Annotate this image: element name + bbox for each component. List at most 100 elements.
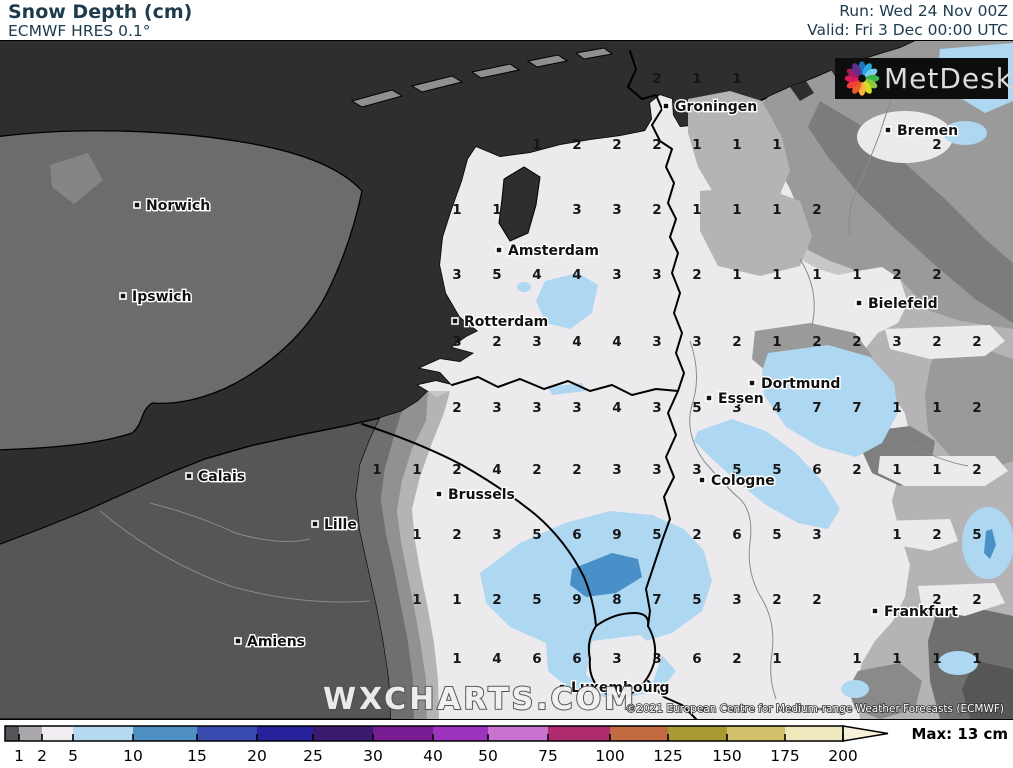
- blue-patch-right-top: [943, 121, 987, 145]
- darkblue-tick-right-edge: [984, 529, 996, 559]
- pinwheel-ray: [852, 81, 862, 94]
- admin-line-1: [799, 258, 815, 327]
- snow-depth-value: 6: [572, 527, 581, 543]
- legend-segment: [73, 726, 133, 741]
- legend-tick-label: 75: [538, 747, 558, 765]
- snow-depth-value: 4: [772, 400, 781, 416]
- legend-tick-label: 25: [303, 747, 323, 765]
- snow-depth-value: 2: [812, 592, 821, 608]
- snow-depth-value: 1: [412, 462, 421, 478]
- city-label: Amsterdam: [508, 243, 599, 259]
- snow-depth-value: 2: [492, 334, 501, 350]
- snow-depth-value: 1: [972, 651, 981, 667]
- snow-depth-value: 5: [692, 400, 701, 416]
- snow-depth-value: 2: [932, 267, 941, 283]
- legend-tick-label: 1: [14, 747, 24, 765]
- snow-depth-value: 1: [732, 202, 741, 218]
- admin-line-2: [911, 444, 969, 467]
- snow-depth-value: 1: [772, 267, 781, 283]
- border-nl-de: [627, 50, 685, 392]
- snow-depth-value: 7: [652, 592, 661, 608]
- region-se-corner-dark: [962, 661, 1013, 719]
- snow-patch-right-2: [878, 456, 1008, 486]
- snow-depth-value: 2: [572, 137, 581, 153]
- snow-depth-value: 2: [972, 334, 981, 350]
- snow-depth-value: 2: [932, 334, 941, 350]
- pinwheel-ray: [864, 68, 878, 78]
- city-label: Norwich: [146, 198, 210, 214]
- city-label: Essen: [718, 391, 764, 407]
- legend-tick-label: 5: [68, 747, 78, 765]
- snow-depth-value: 4: [492, 651, 501, 667]
- legend-tick-label: 40: [423, 747, 443, 765]
- snow-depth-value: 1: [452, 651, 461, 667]
- snow-depth-value: 1: [772, 334, 781, 350]
- snow-depth-value: 1: [372, 462, 381, 478]
- snow-depth-value: 3: [492, 527, 501, 543]
- city-marker: [662, 102, 670, 110]
- snow-depth-value: 5: [972, 527, 981, 543]
- snow-depth-value: 3: [652, 267, 661, 283]
- city-label: Bremen: [897, 123, 958, 139]
- city-label: Lille: [324, 517, 357, 533]
- snow-depth-value: 2: [812, 202, 821, 218]
- snow-depth-value: 5: [732, 462, 741, 478]
- blue-patch-cologne: [694, 419, 840, 529]
- metdesk-logo-text: MetDesk: [884, 62, 1013, 95]
- city-marker: [311, 520, 319, 528]
- snow-depth-value: 3: [892, 334, 901, 350]
- border-fr-be: [361, 423, 597, 627]
- snow-depth-value: 8: [612, 592, 621, 608]
- region-bottom-gray-patch: [848, 663, 922, 719]
- city-label: Dortmund: [761, 376, 840, 392]
- city-marker: [435, 490, 443, 498]
- snow-depth-value: 3: [812, 527, 821, 543]
- city-label: Frankfurt: [884, 604, 958, 620]
- snow-depth-value: 2: [652, 137, 661, 153]
- snow-depth-value: 6: [732, 527, 741, 543]
- snow-depth-value: 2: [692, 267, 701, 283]
- city-label: Groningen: [675, 99, 757, 115]
- snow-depth-value: 2: [492, 592, 501, 608]
- legend-segment: [42, 726, 73, 741]
- color-scale-segments: [5, 726, 843, 741]
- snow-depth-value: 9: [572, 592, 581, 608]
- snow-depth-value: 1: [732, 267, 741, 283]
- snow-depth-value: 3: [572, 400, 581, 416]
- snow-depth-value: 1: [772, 137, 781, 153]
- snow-patch-right-1: [885, 325, 1005, 359]
- region-ne-dark-band: [808, 101, 1013, 323]
- snow-depth-value: 5: [652, 527, 661, 543]
- island: [526, 54, 569, 68]
- snow-depth-value: 3: [532, 334, 541, 350]
- snow-depth-values: 2 1 1 1 2 2 2 1 1 1 2 1 1 3 3 2 1 1 1 2 3 5 4 4 3 3 2 1 1 1 1 2 2 3 2 3 4 4 3 3…: [372, 71, 981, 667]
- blue-strip-border: [548, 383, 586, 395]
- england-lighter-patch: [50, 153, 103, 204]
- snow-depth-map: 2 1 1 1 2 2 2 1 1 1 2 1 1 3 3 2 1 1 1 2 3 5 4 4 3 3 2 1 1 1 1 2 2 3 2 3 4 4 3 3…: [0, 40, 1013, 720]
- snow-depth-value: 1: [692, 71, 701, 87]
- city-marker: [133, 201, 141, 209]
- city-label: Rotterdam: [464, 314, 548, 330]
- city-label: Bielefeld: [868, 296, 938, 312]
- model-label: ECMWF HRES 0.1°: [8, 22, 151, 40]
- island: [410, 75, 464, 93]
- snow-depth-value: 4: [572, 334, 581, 350]
- metdesk-logo: MetDesk: [835, 58, 1013, 99]
- island: [574, 47, 614, 60]
- england-landmass: [0, 130, 363, 451]
- snow-depth-value: 4: [492, 462, 501, 478]
- snow-depth-value: 1: [892, 651, 901, 667]
- snow-depth-value: 1: [932, 400, 941, 416]
- legend-segment: [373, 726, 433, 741]
- blue-patch-amsterdam-se: [536, 273, 598, 329]
- island: [350, 89, 404, 108]
- snow-depth-value: 1: [932, 462, 941, 478]
- snow-depth-value: 1: [692, 137, 701, 153]
- snow-depth-value: 1: [452, 202, 461, 218]
- admin-line-3: [149, 502, 311, 542]
- snow-depth-value: 1: [932, 651, 941, 667]
- pinwheel-ray: [864, 79, 878, 89]
- snow-depth-value: 3: [612, 651, 621, 667]
- snow-depth-value: 3: [652, 334, 661, 350]
- valid-time-label: Valid: Fri 3 Dec 00:00 UTC: [807, 21, 1008, 39]
